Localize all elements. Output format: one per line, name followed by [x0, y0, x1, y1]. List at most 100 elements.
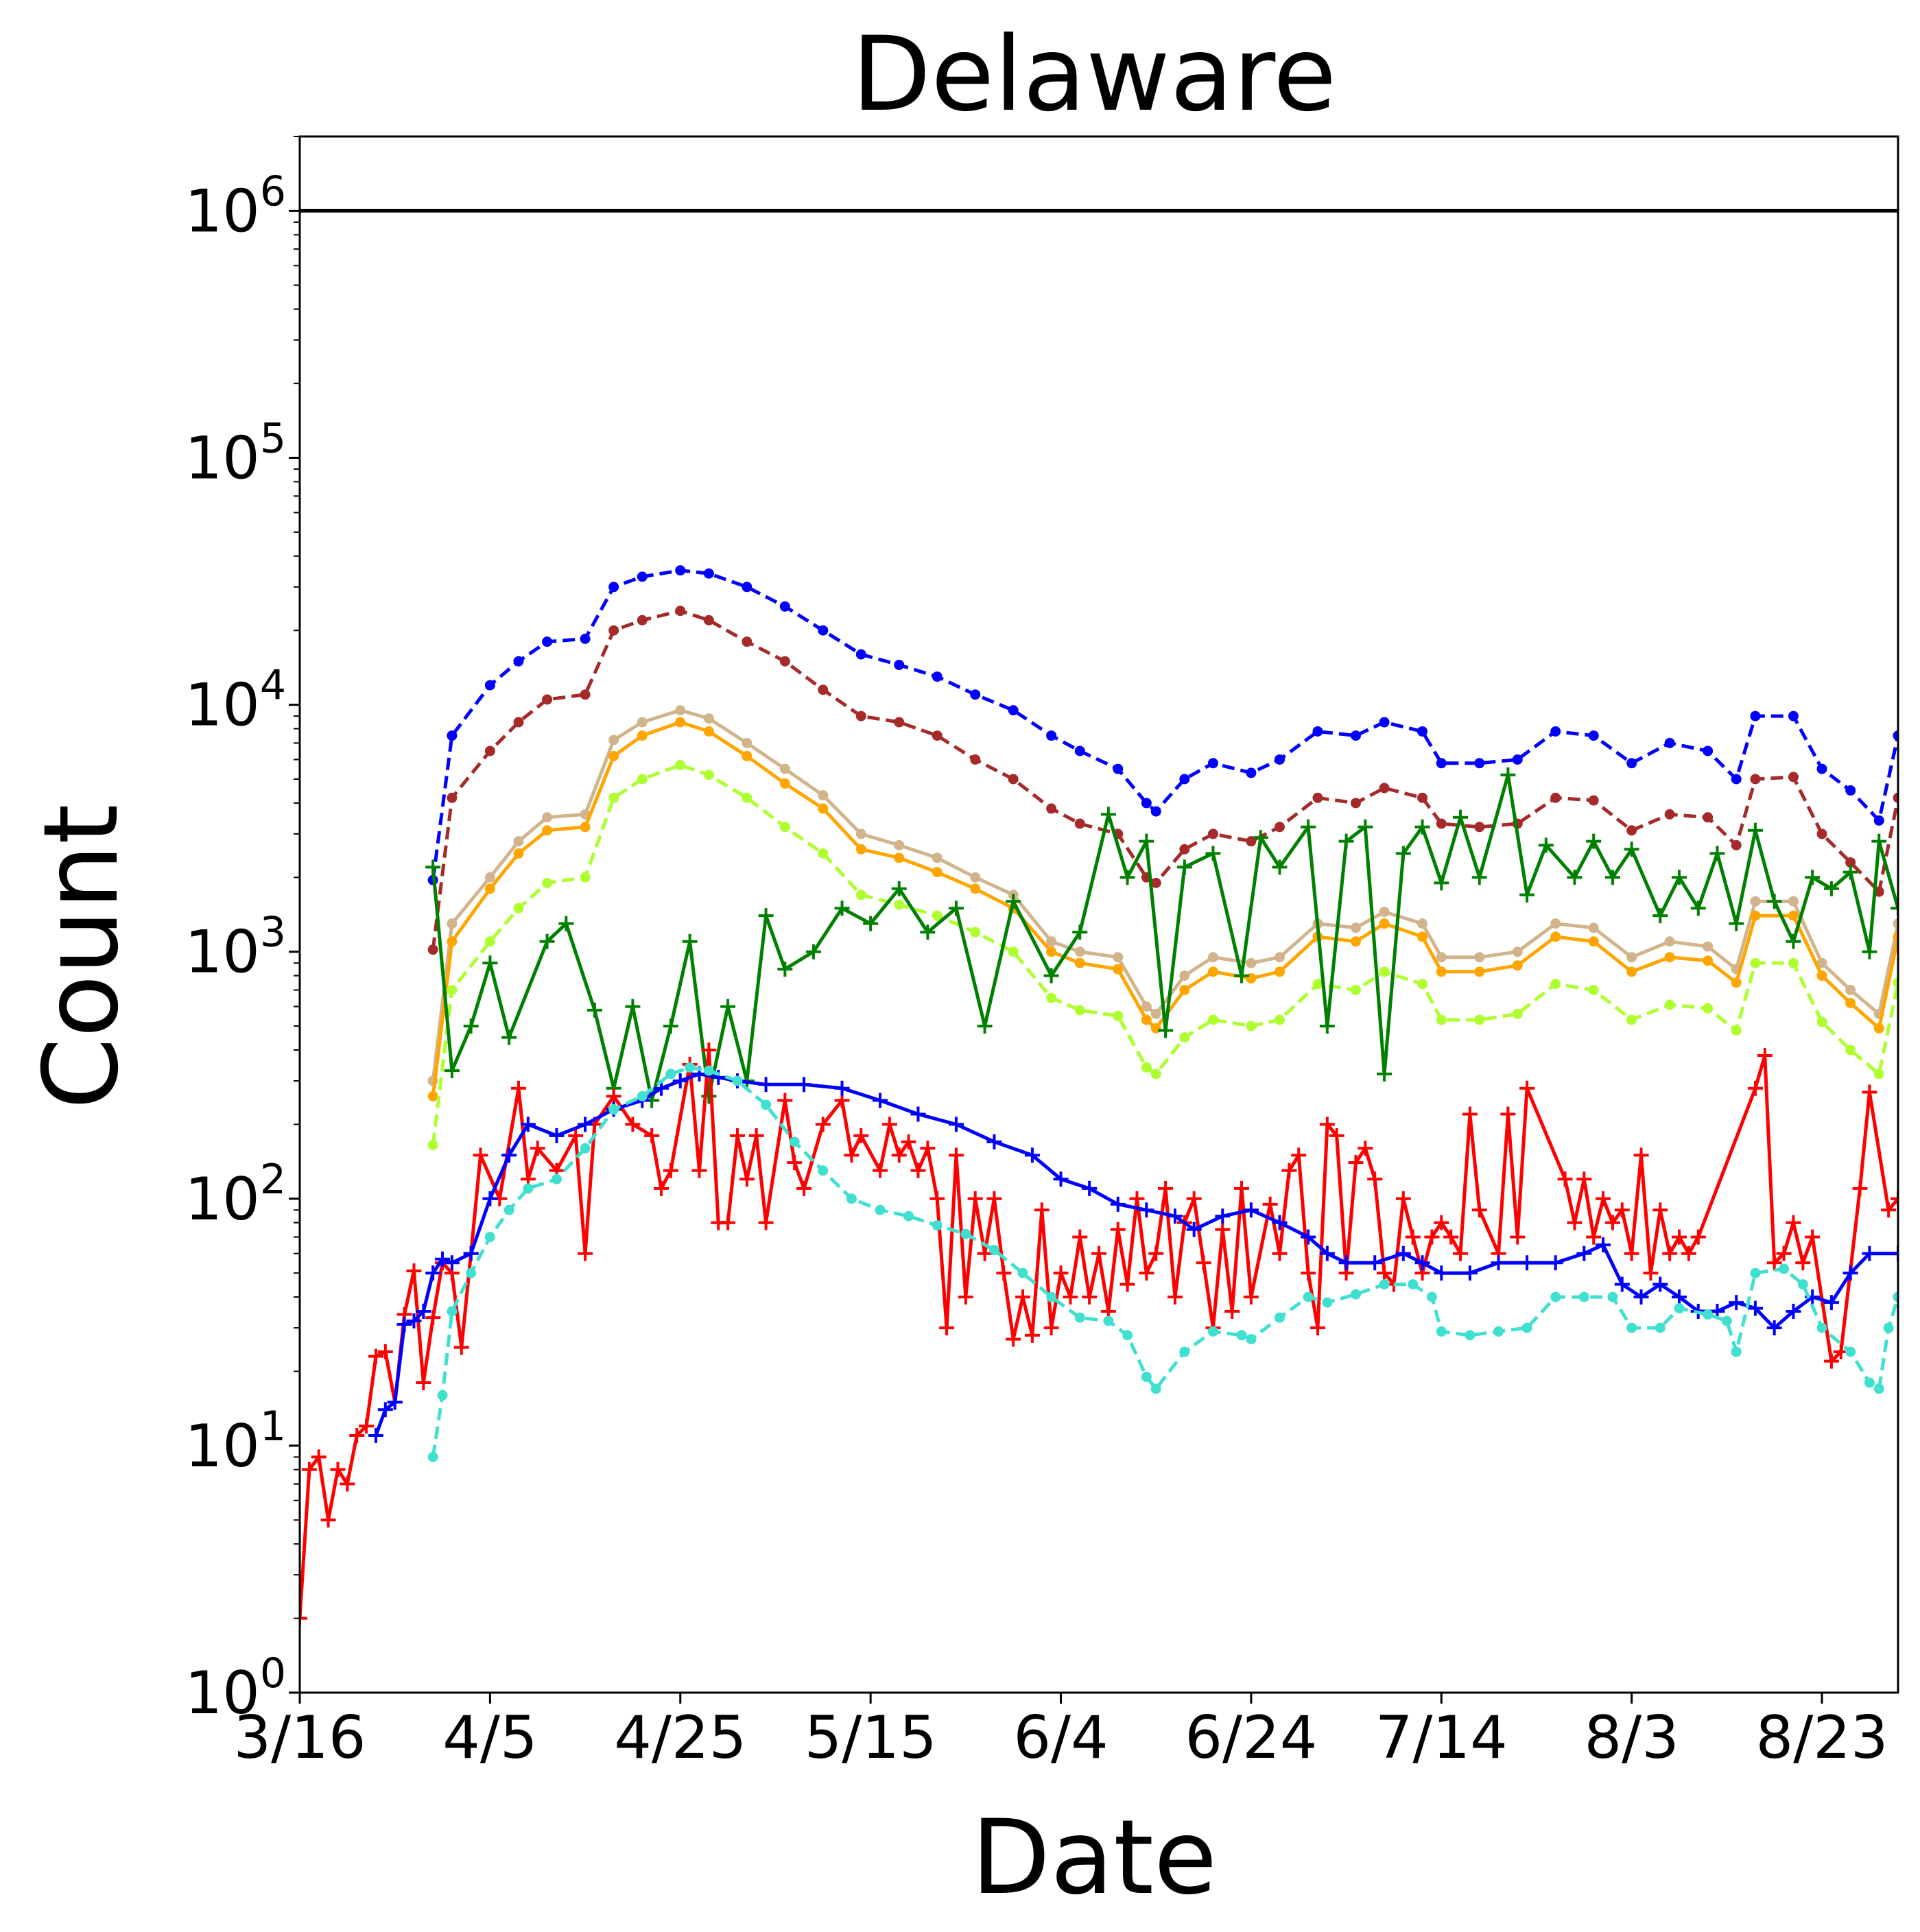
- series-4-point: [1046, 946, 1057, 957]
- x-tick-label: 8/23: [1755, 1704, 1888, 1772]
- series-1-point: [580, 633, 591, 644]
- series-6-point: [1205, 846, 1221, 861]
- series-9-point: [551, 1173, 562, 1184]
- series-7-point: [929, 1191, 945, 1206]
- series-1-point: [818, 625, 829, 636]
- series-2-point: [1845, 857, 1856, 868]
- series-8-point: [1301, 1229, 1316, 1245]
- series-6-point: [977, 1018, 993, 1034]
- series-3: [427, 705, 1898, 1086]
- series-9-point: [1550, 1291, 1561, 1302]
- series-5-point: [608, 792, 619, 803]
- series-7-point: [1024, 1327, 1040, 1343]
- x-tick-label: 6/4: [1013, 1704, 1108, 1772]
- series-4-point: [637, 730, 648, 741]
- series-8-point: [672, 1073, 688, 1088]
- series-9-point: [732, 1075, 743, 1086]
- series-5-point: [1750, 957, 1761, 968]
- series-3-point: [637, 717, 648, 728]
- series-7-point: [416, 1374, 431, 1390]
- series-8-point: [1633, 1289, 1649, 1305]
- x-axis-title: Date: [971, 1798, 1218, 1918]
- series-2-point: [1207, 828, 1218, 839]
- series-7-point: [1795, 1255, 1811, 1271]
- series-1-point: [855, 649, 866, 660]
- series-7-point: [739, 1171, 755, 1187]
- x-tick-label: 6/24: [1185, 1704, 1317, 1772]
- series-8-point: [1672, 1289, 1687, 1305]
- series-6-point: [720, 999, 736, 1014]
- series-4-point: [427, 1090, 438, 1101]
- series-3-point: [675, 705, 686, 716]
- series-3-point: [1664, 936, 1675, 947]
- series-9-point: [1845, 1346, 1856, 1357]
- series-5-point: [1417, 979, 1428, 990]
- series-9-point: [1465, 1330, 1475, 1341]
- series-9-point: [437, 1390, 448, 1400]
- series-7-point: [625, 1117, 641, 1132]
- series-3-point: [542, 812, 553, 823]
- series-7-point: [977, 1245, 993, 1261]
- series-3-point: [1417, 918, 1428, 929]
- series-4-point: [542, 825, 553, 836]
- series-1-point: [1074, 746, 1085, 756]
- series-1-point: [1750, 711, 1761, 721]
- series-7-point: [1367, 1171, 1383, 1187]
- series-1-point: [1474, 758, 1485, 769]
- series-8-point: [1842, 1265, 1858, 1281]
- series-2-point: [1731, 839, 1742, 850]
- series-1-point: [447, 730, 458, 741]
- series-4-point: [1512, 960, 1523, 971]
- series-4-point: [513, 848, 524, 859]
- series-2-point: [703, 615, 714, 625]
- series-1-point: [608, 582, 619, 593]
- series-7-point: [1823, 1353, 1839, 1369]
- series-3-point: [1207, 952, 1218, 963]
- series-3-point: [970, 872, 981, 883]
- series-7-point: [1805, 1229, 1821, 1245]
- series-4-point: [1150, 1023, 1161, 1034]
- series-5-point: [1179, 1032, 1190, 1043]
- series-2-point: [1664, 809, 1675, 820]
- series-2-point: [932, 730, 943, 741]
- series-4-point: [818, 803, 829, 814]
- series-9-point: [1521, 1322, 1532, 1333]
- series-3-point: [1588, 922, 1599, 933]
- series-5-point: [1788, 957, 1799, 968]
- series-7-point: [663, 1162, 678, 1178]
- series-5-point: [447, 984, 458, 995]
- series-8-point: [1338, 1255, 1354, 1271]
- y-tick-label: 104: [185, 662, 286, 740]
- series-7-point: [1309, 1320, 1325, 1336]
- series-7-point: [1358, 1141, 1373, 1156]
- series-7-point: [311, 1449, 327, 1465]
- series-2-point: [1474, 822, 1485, 833]
- series-4: [427, 717, 1898, 1101]
- series-1: [427, 565, 1898, 885]
- series-8-point: [910, 1106, 926, 1122]
- series-7-point: [1072, 1229, 1088, 1245]
- series-6-point: [1158, 1023, 1174, 1038]
- x-tick-label: 3/16: [233, 1704, 366, 1772]
- series-8-point: [406, 1313, 422, 1328]
- series-7-point: [1757, 1048, 1773, 1064]
- series-7-point: [1348, 1155, 1364, 1171]
- series-8-point: [425, 1265, 441, 1281]
- series-8-point: [1082, 1180, 1098, 1196]
- series-6-point: [1453, 809, 1469, 825]
- series-6-point: [1072, 925, 1088, 940]
- series-7-point: [349, 1427, 365, 1443]
- series-6-point: [682, 933, 698, 949]
- series-5-point: [1312, 979, 1323, 990]
- series-7-point: [1006, 1331, 1021, 1347]
- series-6-point: [1414, 819, 1430, 835]
- series-8-point: [1024, 1147, 1040, 1163]
- series-4-point: [484, 883, 495, 894]
- series-3-point: [1246, 957, 1257, 968]
- series-1-point: [1275, 754, 1285, 765]
- series-6-point: [501, 1029, 517, 1045]
- series-7-point: [578, 1245, 593, 1261]
- series-9-point: [685, 1062, 696, 1073]
- series-9-point: [1303, 1291, 1314, 1302]
- series-6-point: [1043, 968, 1059, 983]
